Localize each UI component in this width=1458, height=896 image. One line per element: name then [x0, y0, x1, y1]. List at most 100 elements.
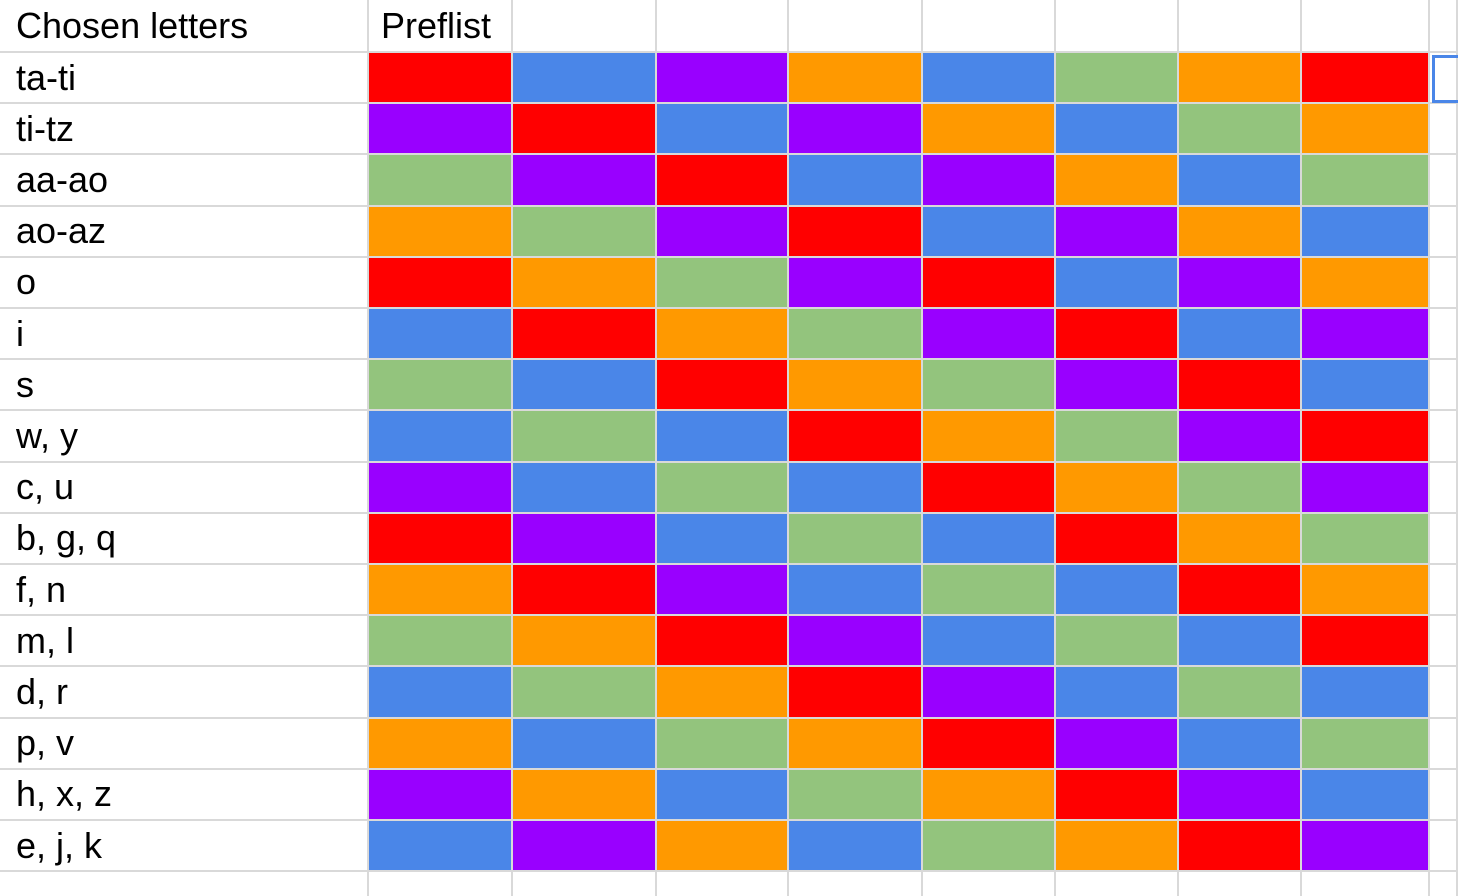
color-cell-orange[interactable]	[789, 718, 923, 770]
color-cell-green[interactable]	[923, 360, 1056, 412]
color-cell-blue[interactable]	[789, 155, 923, 207]
color-cell-purple[interactable]	[1302, 462, 1430, 514]
color-cell-blue[interactable]	[1179, 155, 1302, 207]
color-cell-green[interactable]	[657, 462, 789, 514]
color-cell-orange[interactable]	[789, 53, 923, 105]
color-cell-green[interactable]	[657, 257, 789, 309]
color-cell-green[interactable]	[923, 565, 1056, 617]
color-cell-orange[interactable]	[369, 718, 513, 770]
color-cell-green[interactable]	[1056, 53, 1179, 105]
color-cell-blue[interactable]	[923, 616, 1056, 668]
empty-cell[interactable]	[1430, 257, 1458, 309]
color-cell-green[interactable]	[513, 411, 657, 463]
row-label[interactable]: o	[0, 257, 369, 309]
header-empty-cell[interactable]	[1179, 0, 1302, 53]
empty-cell[interactable]	[0, 872, 369, 896]
color-cell-purple[interactable]	[513, 513, 657, 565]
color-cell-green[interactable]	[1056, 411, 1179, 463]
color-cell-red[interactable]	[513, 565, 657, 617]
color-cell-red[interactable]	[1302, 616, 1430, 668]
header-chosen-letters[interactable]: Chosen letters	[0, 0, 369, 53]
color-cell-orange[interactable]	[1302, 565, 1430, 617]
empty-cell[interactable]	[1302, 872, 1430, 896]
color-cell-orange[interactable]	[923, 769, 1056, 821]
color-cell-blue[interactable]	[923, 53, 1056, 105]
empty-cell[interactable]	[1430, 411, 1458, 463]
color-cell-red[interactable]	[1056, 769, 1179, 821]
color-cell-blue[interactable]	[1056, 565, 1179, 617]
empty-cell[interactable]	[1430, 462, 1458, 514]
color-cell-purple[interactable]	[513, 821, 657, 873]
row-label[interactable]: p, v	[0, 718, 369, 770]
color-cell-orange[interactable]	[1056, 821, 1179, 873]
empty-cell[interactable]	[1430, 513, 1458, 565]
empty-cell[interactable]	[1430, 53, 1458, 105]
color-cell-blue[interactable]	[1302, 360, 1430, 412]
empty-cell[interactable]	[789, 872, 923, 896]
row-label[interactable]: w, y	[0, 411, 369, 463]
color-cell-blue[interactable]	[1179, 616, 1302, 668]
header-empty-cell[interactable]	[1430, 0, 1458, 53]
color-cell-purple[interactable]	[1179, 769, 1302, 821]
color-cell-green[interactable]	[513, 206, 657, 258]
color-cell-red[interactable]	[789, 411, 923, 463]
color-cell-blue[interactable]	[657, 411, 789, 463]
color-cell-purple[interactable]	[369, 769, 513, 821]
header-empty-cell[interactable]	[1302, 0, 1430, 53]
color-cell-green[interactable]	[369, 360, 513, 412]
color-cell-green[interactable]	[1302, 155, 1430, 207]
color-cell-green[interactable]	[1302, 513, 1430, 565]
color-cell-purple[interactable]	[923, 155, 1056, 207]
empty-cell[interactable]	[1056, 872, 1179, 896]
color-cell-blue[interactable]	[369, 411, 513, 463]
empty-cell[interactable]	[513, 872, 657, 896]
color-cell-orange[interactable]	[789, 360, 923, 412]
color-cell-orange[interactable]	[657, 309, 789, 361]
color-cell-purple[interactable]	[1179, 257, 1302, 309]
color-cell-blue[interactable]	[1056, 667, 1179, 719]
color-cell-green[interactable]	[1056, 616, 1179, 668]
color-cell-purple[interactable]	[1179, 411, 1302, 463]
empty-cell[interactable]	[1430, 206, 1458, 258]
color-cell-orange[interactable]	[923, 104, 1056, 156]
color-cell-blue[interactable]	[789, 462, 923, 514]
color-cell-blue[interactable]	[1302, 206, 1430, 258]
empty-cell[interactable]	[1430, 616, 1458, 668]
color-cell-blue[interactable]	[369, 667, 513, 719]
color-cell-blue[interactable]	[789, 565, 923, 617]
color-cell-purple[interactable]	[369, 462, 513, 514]
color-cell-blue[interactable]	[1056, 257, 1179, 309]
color-cell-blue[interactable]	[657, 769, 789, 821]
row-label[interactable]: aa-ao	[0, 155, 369, 207]
color-cell-orange[interactable]	[369, 565, 513, 617]
color-cell-orange[interactable]	[1302, 257, 1430, 309]
color-cell-purple[interactable]	[789, 616, 923, 668]
color-cell-purple[interactable]	[657, 206, 789, 258]
empty-cell[interactable]	[1430, 155, 1458, 207]
color-cell-blue[interactable]	[1179, 309, 1302, 361]
color-cell-red[interactable]	[789, 667, 923, 719]
color-cell-purple[interactable]	[657, 565, 789, 617]
row-label[interactable]: i	[0, 309, 369, 361]
color-cell-purple[interactable]	[1302, 309, 1430, 361]
row-label[interactable]: f, n	[0, 565, 369, 617]
row-label[interactable]: s	[0, 360, 369, 412]
color-cell-blue[interactable]	[369, 309, 513, 361]
row-label[interactable]: m, l	[0, 616, 369, 668]
row-label[interactable]: ti-tz	[0, 104, 369, 156]
color-cell-orange[interactable]	[1302, 104, 1430, 156]
color-cell-blue[interactable]	[513, 462, 657, 514]
color-cell-green[interactable]	[923, 821, 1056, 873]
color-cell-blue[interactable]	[923, 206, 1056, 258]
color-cell-purple[interactable]	[369, 104, 513, 156]
color-cell-orange[interactable]	[1179, 513, 1302, 565]
color-cell-green[interactable]	[1179, 104, 1302, 156]
color-cell-green[interactable]	[789, 513, 923, 565]
color-cell-red[interactable]	[657, 616, 789, 668]
color-cell-blue[interactable]	[923, 513, 1056, 565]
color-cell-blue[interactable]	[657, 104, 789, 156]
color-cell-orange[interactable]	[1056, 155, 1179, 207]
color-cell-red[interactable]	[369, 257, 513, 309]
color-cell-green[interactable]	[657, 718, 789, 770]
header-empty-cell[interactable]	[513, 0, 657, 53]
